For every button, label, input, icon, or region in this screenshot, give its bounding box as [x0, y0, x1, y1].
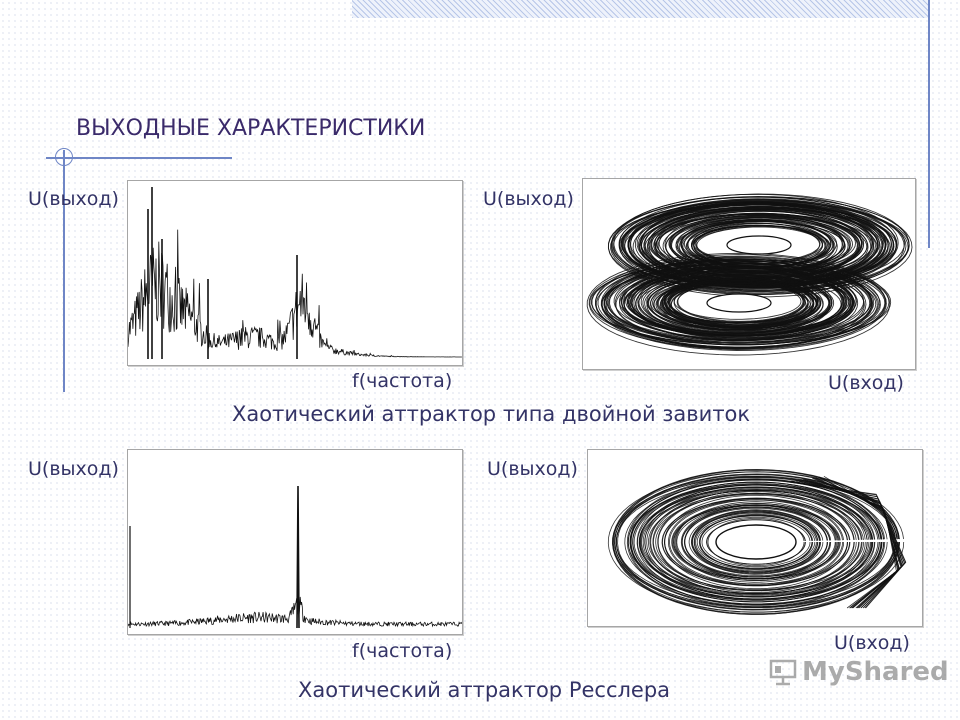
watermark: MyShared	[768, 657, 949, 687]
caption-rossler: Хаотический аттрактор Ресслера	[298, 678, 671, 702]
decorative-horizontal-line	[46, 157, 232, 159]
spectrum-2-xlabel: f(частота)	[352, 640, 453, 662]
spectrum-1-ylabel: U(выход)	[28, 188, 119, 210]
spectrum-1-trace	[128, 187, 462, 359]
double-scroll-attractor	[586, 193, 913, 356]
attractor-1-xlabel: U(вход)	[828, 372, 904, 394]
decorative-vertical-line-left	[63, 150, 65, 392]
presentation-icon	[769, 659, 797, 686]
spectrum-2-ylabel: U(выход)	[28, 458, 119, 480]
attractor-1-plot	[582, 178, 916, 370]
rossler-attractor	[607, 469, 907, 615]
spectrum-1-plot	[127, 180, 463, 366]
spectrum-2-plot	[127, 449, 463, 635]
attractor-1-ylabel: U(выход)	[483, 188, 574, 210]
caption-double-scroll: Хаотический аттрактор типа двойной завит…	[232, 402, 751, 426]
watermark-text: MyShared	[802, 657, 949, 687]
attractor-2-ylabel: U(выход)	[487, 458, 578, 480]
decorative-vertical-line-right	[928, 0, 930, 248]
top-decorative-band	[352, 0, 930, 18]
spectrum-2-trace	[128, 485, 462, 629]
attractor-2-plot	[587, 449, 923, 627]
attractor-2-xlabel: U(вход)	[834, 632, 910, 654]
spectrum-1-xlabel: f(частота)	[352, 370, 453, 392]
slide-title: ВЫХОДНЫЕ ХАРАКТЕРИСТИКИ	[76, 116, 426, 141]
decorative-circle	[55, 148, 73, 166]
